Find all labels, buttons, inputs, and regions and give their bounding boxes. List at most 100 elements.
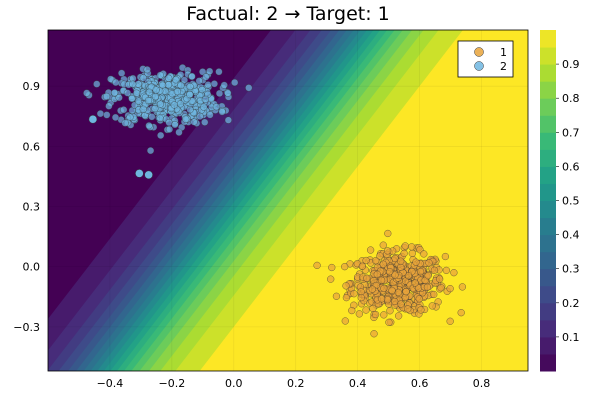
point-series-1: [370, 330, 378, 338]
point-series-2: [144, 96, 153, 105]
point-series-2: [112, 78, 120, 87]
point-series-1: [428, 302, 436, 310]
point-series-1: [379, 241, 387, 249]
point-series-1: [355, 310, 363, 318]
scatter-points: [83, 64, 467, 338]
point-series-2: [156, 114, 164, 122]
point-series-2: [139, 74, 147, 82]
point-series-2: [215, 89, 224, 98]
point-series-2: [132, 89, 141, 97]
point-series-2: [139, 105, 147, 113]
point-series-2: [145, 122, 153, 130]
colorbar-tick-label: 0.7: [562, 126, 580, 139]
point-series-1: [391, 271, 399, 279]
point-series-1: [437, 284, 445, 292]
point-series-2: [151, 92, 160, 101]
point-series-2: [115, 93, 123, 102]
colorbar-band: [540, 251, 556, 270]
point-series-1: [402, 288, 410, 296]
point-series-2: [128, 95, 136, 103]
point-series-2: [129, 80, 137, 88]
point-series-1: [376, 252, 384, 260]
x-tick-label: −0.4: [97, 377, 124, 390]
point-series-2: [245, 84, 253, 92]
point-series-2: [198, 85, 206, 94]
point-series-2: [143, 65, 151, 74]
y-tick-label: 0.6: [23, 140, 41, 153]
point-series-1: [384, 229, 392, 238]
point-series-1: [342, 282, 350, 290]
highlighted-point: [144, 170, 153, 180]
point-series-1: [377, 276, 386, 284]
point-series-2: [117, 69, 126, 77]
x-tick-label: 0.4: [349, 377, 367, 390]
point-series-2: [134, 97, 143, 105]
legend-label: 1: [500, 46, 507, 59]
point-series-2: [165, 125, 174, 133]
chart-title: Factual: 2 → Target: 1: [186, 3, 390, 25]
point-series-2: [205, 67, 214, 75]
colorbar-band: [540, 302, 556, 321]
point-series-1: [357, 293, 365, 302]
point-series-1: [388, 286, 396, 295]
colorbar-tick-label: 0.1: [562, 331, 580, 344]
y-tick-label: 0.3: [23, 201, 41, 214]
colorbar-tick-label: 0.2: [562, 297, 580, 310]
point-series-1: [377, 295, 386, 303]
colorbar-band: [540, 183, 556, 201]
point-series-1: [450, 269, 458, 277]
point-series-2: [103, 111, 111, 119]
point-series-2: [151, 104, 159, 113]
x-tick-label: 0.2: [287, 377, 305, 390]
point-series-1: [386, 307, 394, 315]
point-series-2: [145, 88, 154, 96]
y-axis-ticks: −0.3 0.0 0.3 0.6 0.9: [13, 80, 40, 334]
x-tick-label: 0.8: [473, 377, 491, 390]
colorbar-band: [540, 285, 556, 304]
point-series-1: [380, 311, 388, 319]
point-series-1: [457, 309, 465, 317]
colorbar-band: [540, 98, 556, 116]
point-series-2: [156, 100, 165, 108]
point-series-1: [372, 256, 380, 265]
point-series-2: [83, 89, 91, 97]
x-tick-label: 0.6: [411, 377, 429, 390]
point-series-1: [442, 266, 451, 275]
point-series-2: [96, 109, 105, 118]
point-series-1: [416, 267, 425, 276]
highlighted-point: [135, 169, 144, 178]
point-series-2: [123, 89, 132, 97]
legend-marker: [474, 61, 484, 71]
point-series-2: [173, 87, 182, 96]
point-series-2: [176, 100, 185, 108]
point-series-2: [102, 92, 111, 101]
point-series-1: [368, 285, 376, 293]
point-series-2: [175, 128, 183, 136]
colorbar-band: [540, 47, 556, 65]
point-series-1: [458, 283, 467, 291]
point-series-1: [341, 262, 349, 271]
point-series-1: [408, 243, 416, 251]
point-series-1: [412, 258, 420, 266]
point-series-2: [105, 102, 113, 110]
contour-band: [199, 30, 528, 371]
point-series-2: [218, 108, 226, 116]
point-series-1: [430, 266, 439, 274]
colorbar-band: [540, 336, 556, 355]
point-series-1: [385, 318, 393, 326]
point-series-2: [120, 106, 128, 114]
point-series-2: [107, 75, 115, 83]
point-series-2: [186, 105, 194, 114]
point-series-2: [157, 131, 165, 140]
point-series-2: [231, 78, 239, 87]
point-series-2: [195, 77, 203, 85]
point-series-2: [201, 95, 210, 104]
point-series-2: [196, 112, 204, 121]
colorbar-band: [540, 64, 556, 82]
point-series-2: [93, 80, 101, 88]
point-series-2: [224, 89, 232, 97]
plot-frame: [47, 29, 529, 372]
point-series-1: [401, 242, 409, 250]
point-series-2: [156, 71, 164, 79]
point-series-1: [411, 279, 419, 287]
